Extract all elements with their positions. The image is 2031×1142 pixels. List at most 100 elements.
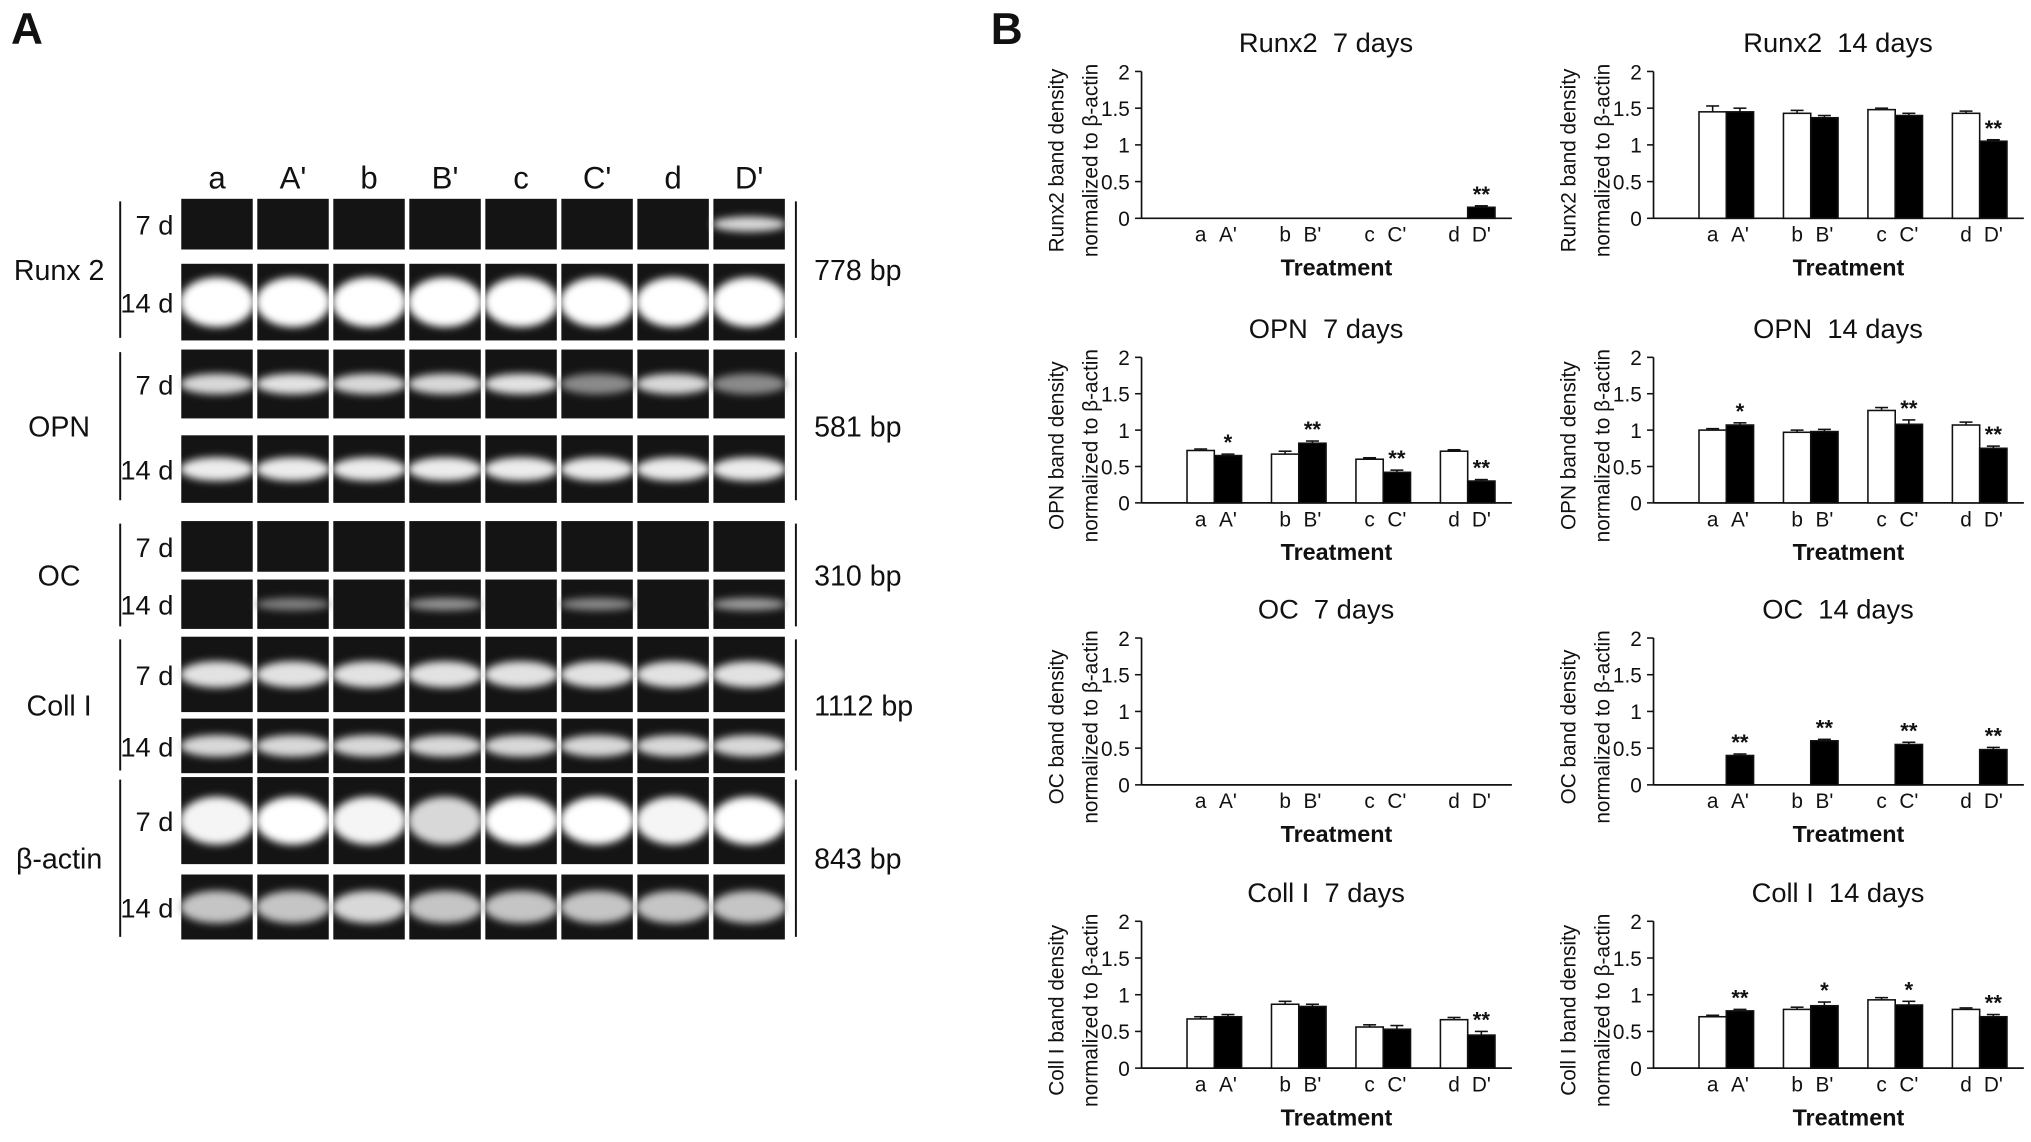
error-bar [1875,406,1889,411]
y-tick-label: 1.5 [1101,665,1130,688]
gel-band [635,796,711,845]
x-tick-label: a [1707,790,1719,813]
error-bar [1447,448,1461,452]
time-label: 14 d [120,288,173,319]
gel-band [407,661,483,688]
lane-label: A' [280,160,307,195]
significance-label: ** [1731,985,1749,1010]
y-tick-label: 0.5 [1101,1021,1130,1044]
x-tick-label: d [1448,1074,1460,1097]
y-tick-label: 1 [1118,135,1130,158]
gel-band [559,598,635,611]
y-tick-label: 2 [1630,911,1642,934]
gene-label: Coll I [27,690,92,722]
gel-band [255,734,331,757]
x-tick-label: c [1364,1074,1374,1097]
bar [1867,999,1896,1069]
significance-label: * [1224,430,1233,455]
gel-band [179,373,255,395]
error-bar [1902,1000,1916,1005]
y-tick-label: 0 [1118,1058,1130,1081]
y-tick-label: 1 [1118,985,1130,1008]
bar [1782,112,1812,220]
x-tick-label: c [1364,508,1374,531]
x-tick-label: a [1707,508,1719,531]
x-tick-label: d [1448,508,1460,531]
x-tick-label: D' [1984,224,2003,247]
gene-label: Runx 2 [14,255,105,287]
x-axis-label: Treatment [1281,254,1393,280]
x-tick-label: B' [1815,1074,1833,1097]
bar [1466,480,1496,504]
x-tick-label: B' [1815,224,1833,247]
gel-band [407,373,483,395]
x-tick-label: c [1876,790,1886,813]
gel-band [483,661,559,688]
gene-label: β-actin [16,844,102,876]
gel-band [179,734,255,757]
y-axis-label: normalized to β-actin [1079,914,1102,1107]
y-axis-label: OPN band density [1046,361,1069,530]
lane-label: a [208,160,226,195]
y-axis-label: Coll I band density [1558,924,1581,1096]
bar [1698,429,1728,504]
error-bar [1363,1024,1377,1028]
y-tick-label: 2 [1118,628,1130,651]
gel-lane [409,521,481,572]
bar [1355,458,1385,504]
x-tick-label: C' [1387,508,1406,531]
bar [1894,423,1924,504]
bar [1297,442,1327,504]
x-tick-label: A' [1219,790,1237,813]
time-label: 14 d [120,892,173,923]
error-bar [1706,105,1720,112]
significance-label: ** [1388,446,1406,471]
significance-label: ** [1985,116,2003,141]
bar [1698,1015,1728,1069]
y-tick-label: 0.5 [1613,738,1642,761]
panel-label: B [991,5,1023,54]
bar [1213,454,1243,504]
x-tick-label: A' [1219,1074,1237,1097]
time-label: 7 d [136,806,174,837]
bar [1439,450,1469,504]
bar [1951,1008,1981,1069]
error-bar [1790,429,1804,433]
y-tick-label: 1.5 [1613,665,1642,688]
error-bar [1733,107,1747,112]
y-tick-label: 1.5 [1613,98,1642,121]
bar [1951,424,1981,504]
bar [1270,453,1300,504]
y-axis-label: Coll I band density [1046,924,1069,1096]
gel-lane [257,521,329,572]
x-tick-label: A' [1219,508,1237,531]
chart-title: Coll I 14 days [1752,877,1925,908]
y-tick-label: 1.5 [1613,384,1642,407]
chart-title: OC 14 days [1762,594,1914,625]
y-tick-label: 1 [1630,985,1642,1008]
significance-label: ** [1900,396,1918,421]
y-tick-label: 2 [1118,911,1130,934]
gel-lane [485,198,557,250]
error-bar [1363,456,1377,460]
x-tick-label: C' [1899,1074,1918,1097]
time-label: 14 d [120,454,173,485]
bar [1782,1008,1812,1069]
bar [1978,140,2008,220]
bar [1725,424,1755,504]
x-tick-label: d [1960,790,1972,813]
x-tick-label: D' [1472,224,1491,247]
y-axis-label: Runx2 band density [1046,68,1069,252]
y-tick-label: 2 [1630,347,1642,370]
gel-band [179,661,255,688]
gel-band [331,796,407,845]
x-tick-label: D' [1472,1074,1491,1097]
y-tick-label: 1 [1630,135,1642,158]
gel-band [711,277,787,328]
gel-band [331,457,407,481]
significance-label: ** [1900,718,1918,743]
x-tick-label: b [1279,224,1291,247]
lane-label: d [664,160,681,195]
gel-band [179,796,255,845]
